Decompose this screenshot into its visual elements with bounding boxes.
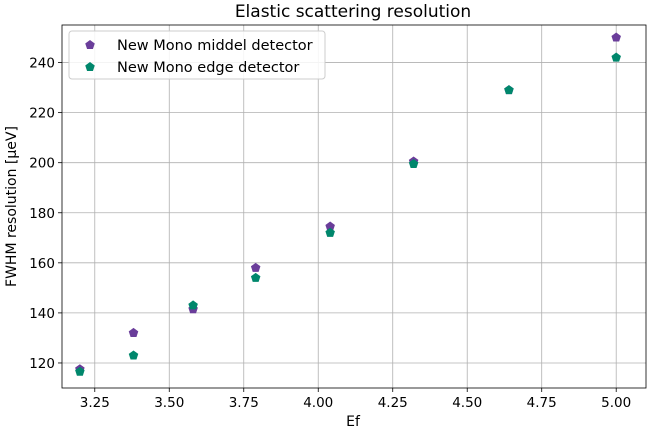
x-tick-label: 4.50	[452, 395, 482, 411]
data-point-series-2	[128, 350, 139, 360]
data-point-series-1	[325, 221, 335, 231]
x-tick-label: 3.75	[229, 395, 259, 411]
y-tick-label: 160	[29, 256, 55, 272]
data-point-series-1	[128, 327, 139, 337]
plot-frame	[61, 24, 647, 389]
x-tick-label: 4.00	[303, 395, 333, 411]
data-points	[75, 32, 621, 376]
legend-marker	[85, 62, 95, 72]
data-point-series-2	[504, 85, 514, 95]
data-point-series-1	[611, 32, 621, 42]
y-tick-label: 120	[29, 356, 55, 372]
legend-box	[68, 30, 326, 80]
y-tick-label: 240	[29, 56, 55, 72]
grid	[62, 25, 646, 388]
legend-label: New Mono edge detector	[117, 60, 299, 76]
legend: New Mono middel detector New Mono edge de…	[68, 30, 326, 80]
data-point-series-2	[75, 366, 85, 376]
chart-title: Elastic scattering resolution	[235, 2, 471, 22]
legend-marker	[85, 40, 95, 50]
y-tick-label: 180	[29, 206, 55, 222]
y-axis-label: FWHM resolution [μeV]	[4, 126, 20, 287]
y-tick-label: 200	[29, 156, 55, 172]
x-tick-label: 3.50	[154, 395, 184, 411]
x-tick-label: 3.25	[80, 395, 110, 411]
legend-label: New Mono middel detector	[117, 38, 313, 54]
y-tick-label: 220	[29, 106, 55, 122]
data-point-series-1	[250, 262, 261, 272]
data-point-series-2	[408, 158, 419, 168]
data-point-series-2	[188, 300, 198, 310]
x-axis-label: Ef	[346, 414, 361, 430]
axis-ticks: 3.25 3.50 3.75 4.00 4.25 4.50 4.75 5.00 120 140 16…	[29, 56, 631, 411]
x-tick-label: 4.25	[378, 395, 408, 411]
data-point-series-2	[611, 52, 621, 62]
x-tick-label: 5.00	[601, 395, 631, 411]
data-point-series-2	[250, 272, 261, 282]
y-tick-label: 140	[29, 306, 55, 322]
x-tick-label: 4.75	[527, 395, 557, 411]
data-point-series-2	[325, 227, 335, 237]
